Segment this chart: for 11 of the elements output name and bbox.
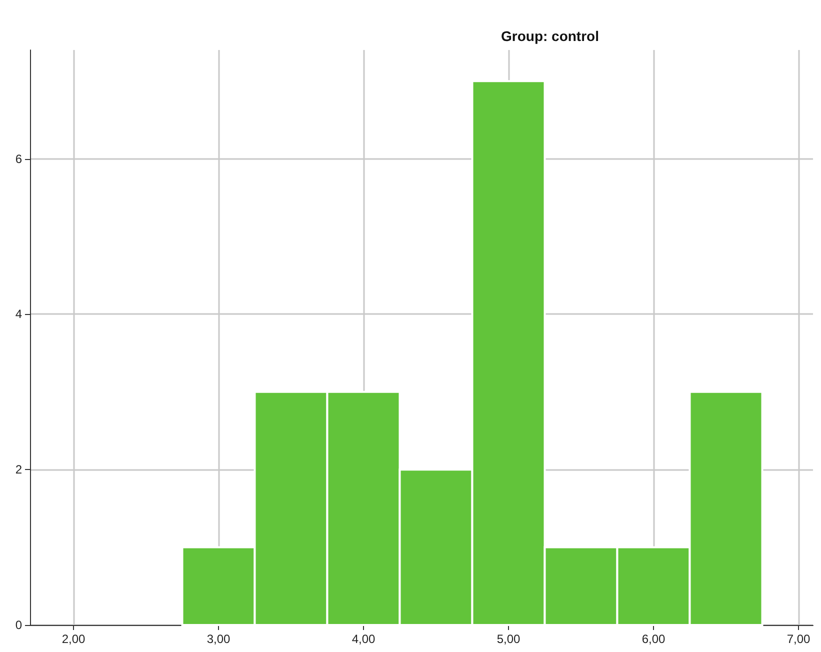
y-tick-label: 6 <box>15 152 22 166</box>
x-tick-label: 6,00 <box>642 632 666 646</box>
y-tick-label: 2 <box>15 462 22 477</box>
y-tick-label: 0 <box>15 618 22 632</box>
x-tick-label: 7,00 <box>786 632 810 646</box>
x-tick-label: 3,00 <box>206 632 230 646</box>
chart-title: Group: control <box>501 28 599 44</box>
x-tick-label: 5,00 <box>496 632 520 646</box>
x-tick-label: 4,00 <box>352 632 376 646</box>
y-tick-label: 4 <box>15 307 22 322</box>
x-tick-label: 2,00 <box>62 632 86 646</box>
